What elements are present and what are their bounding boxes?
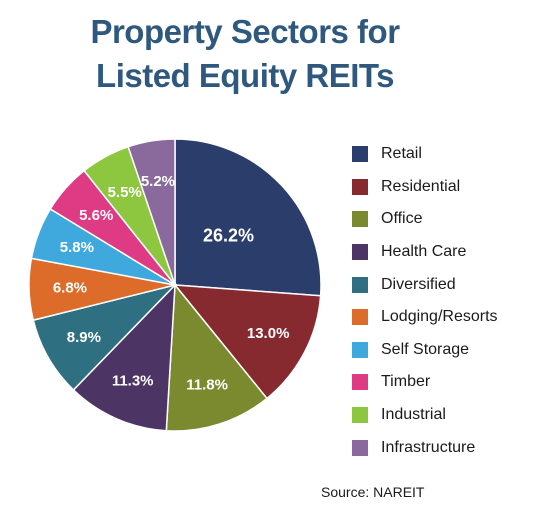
legend-item: Residential (352, 171, 498, 204)
pie-slice-retail (174, 138, 322, 297)
legend-item: Self Storage (352, 334, 498, 367)
slice-label-office: 11.8% (186, 377, 228, 394)
pie-slice-residential (173, 284, 322, 400)
slice-label-residential: 13.0% (247, 325, 290, 342)
slice-label-infrastructure: 5.2% (141, 173, 175, 190)
legend-swatch (352, 211, 368, 228)
legend-label: Office (381, 210, 423, 228)
legend-label: Self Storage (381, 340, 470, 358)
legend-item: Lodging/Resorts (352, 301, 498, 334)
slice-label-industrial: 5.5% (108, 184, 142, 201)
legend-swatch (352, 178, 368, 195)
legend-swatch (352, 146, 368, 163)
legend-item: Timber (352, 366, 498, 399)
pie-slice-infrastructure (127, 138, 176, 286)
slice-label-lodging-resorts: 6.8% (53, 280, 87, 297)
legend-label: Infrastructure (381, 438, 476, 456)
legend-swatch (352, 374, 368, 391)
legend-item: Diversified (352, 268, 498, 301)
slice-label-diversified: 8.9% (67, 329, 101, 346)
pie-slice-health-care (72, 283, 176, 432)
legend-label: Health Care (381, 243, 467, 261)
legend-swatch (352, 439, 368, 456)
legend-swatch (352, 407, 368, 424)
legend-item: Industrial (352, 399, 498, 432)
chart-legend: Retail Residential Office Health Care Divers… (352, 138, 498, 464)
legend-label: Lodging/Resorts (381, 308, 498, 326)
slice-label-timber: 5.6% (79, 207, 113, 224)
legend-label: Timber (381, 373, 431, 391)
legend-swatch (352, 244, 368, 261)
legend-swatch (352, 341, 368, 358)
legend-label: Retail (381, 145, 422, 163)
slice-label-retail: 26.2% (203, 225, 254, 245)
legend-swatch (352, 276, 368, 293)
slice-label-self-storage: 5.8% (60, 239, 94, 256)
pie-slice-diversified (32, 283, 178, 391)
chart-title-line-1: Property Sectors for (90, 13, 400, 50)
legend-item: Infrastructure (352, 431, 498, 464)
legend-label: Diversified (381, 275, 456, 293)
legend-swatch (352, 309, 368, 326)
source-note: Source: NAREIT (321, 484, 425, 500)
slice-label-health-care: 11.3% (112, 373, 154, 390)
legend-label: Industrial (381, 406, 446, 424)
chart-title-line-2: Listed Equity REITs (96, 57, 394, 94)
legend-item: Office (352, 203, 498, 236)
legend-label: Residential (381, 177, 461, 195)
legend-item: Retail (352, 138, 498, 171)
pie-slice-office (165, 283, 268, 432)
legend-item: Health Care (352, 236, 498, 269)
